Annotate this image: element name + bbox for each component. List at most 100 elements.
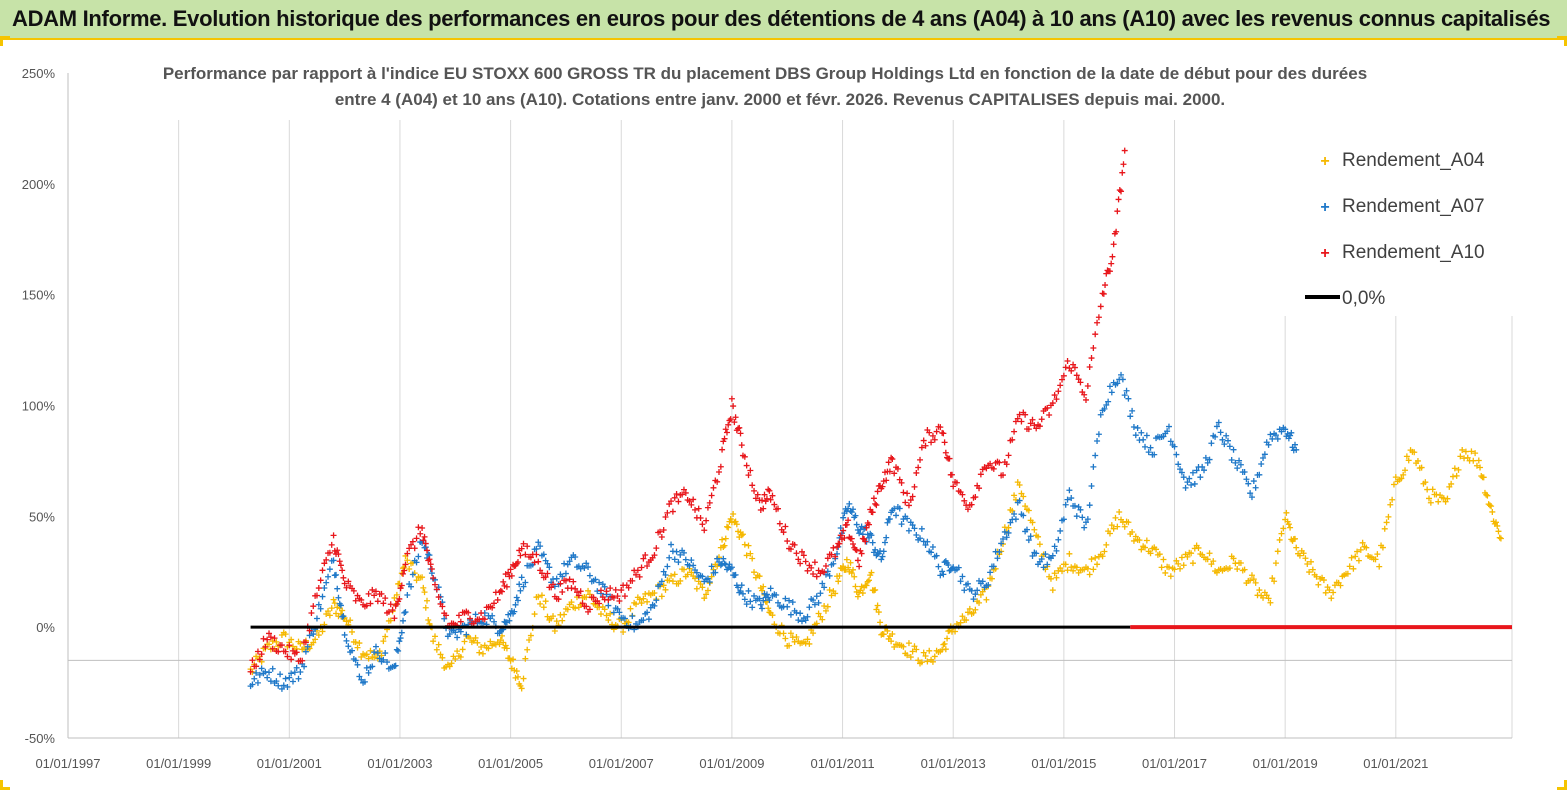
data-point xyxy=(1100,290,1107,297)
data-point xyxy=(1125,519,1132,526)
legend-label-zero: 0,0% xyxy=(1342,288,1385,309)
data-point xyxy=(339,607,346,614)
data-point xyxy=(548,584,555,591)
data-point xyxy=(733,521,740,528)
data-point xyxy=(1094,319,1101,326)
data-point xyxy=(586,572,593,579)
data-point xyxy=(277,671,284,678)
data-point xyxy=(851,573,858,580)
data-point xyxy=(1188,550,1195,557)
data-point xyxy=(710,484,717,491)
data-point xyxy=(922,541,929,548)
data-point xyxy=(708,573,715,580)
data-point xyxy=(605,596,612,603)
data-point xyxy=(511,608,518,615)
data-point xyxy=(1109,253,1116,260)
data-point xyxy=(1195,544,1202,551)
data-point xyxy=(1435,498,1442,505)
data-point xyxy=(503,645,510,652)
data-point xyxy=(304,643,311,650)
data-point xyxy=(760,583,767,590)
data-point xyxy=(1042,551,1049,558)
data-point xyxy=(760,597,767,604)
data-point xyxy=(459,646,466,653)
data-point xyxy=(400,570,407,577)
data-point xyxy=(830,560,837,567)
data-point xyxy=(1265,595,1272,602)
data-point xyxy=(605,602,612,609)
data-point xyxy=(926,429,933,436)
chart-title-line-2: entre 4 (A04) et 10 ans (A10). Cotations… xyxy=(335,90,1225,109)
data-point xyxy=(795,556,802,563)
data-point xyxy=(476,616,483,623)
data-point xyxy=(699,584,706,591)
data-point xyxy=(845,564,852,571)
data-point xyxy=(1116,187,1123,194)
data-point xyxy=(658,578,665,585)
data-point xyxy=(840,527,847,534)
data-point xyxy=(1188,481,1195,488)
data-point xyxy=(443,612,450,619)
data-point xyxy=(1090,566,1097,573)
frame-corner-bottom-right xyxy=(1557,780,1567,790)
data-point xyxy=(856,563,863,570)
data-point xyxy=(1031,526,1038,533)
data-point xyxy=(840,514,847,521)
data-point xyxy=(714,478,721,485)
data-point xyxy=(684,571,691,578)
x-tick-label: 01/01/2009 xyxy=(699,756,764,771)
data-point xyxy=(725,524,732,531)
data-point xyxy=(427,561,434,568)
data-point xyxy=(1464,454,1471,461)
data-point xyxy=(1302,555,1309,562)
data-point xyxy=(863,582,870,589)
data-point xyxy=(1097,411,1104,418)
data-point xyxy=(893,512,900,519)
data-point xyxy=(293,664,300,671)
data-point xyxy=(905,527,912,534)
data-point xyxy=(1057,527,1064,534)
data-point xyxy=(542,598,549,605)
data-point xyxy=(267,678,274,685)
data-point xyxy=(941,640,948,647)
data-point xyxy=(1337,582,1344,589)
data-point xyxy=(739,531,746,538)
data-point xyxy=(771,501,778,508)
data-point xyxy=(461,638,468,645)
data-point xyxy=(319,628,326,635)
data-point xyxy=(1282,426,1289,433)
data-point xyxy=(540,604,547,611)
data-point xyxy=(559,617,566,624)
data-point xyxy=(1292,535,1298,542)
data-point xyxy=(1165,564,1172,571)
data-point xyxy=(254,679,261,686)
data-point xyxy=(931,436,938,443)
data-point xyxy=(929,432,936,439)
data-point xyxy=(1177,565,1184,572)
series-rendement-a04 xyxy=(247,446,1504,692)
data-point xyxy=(939,568,946,575)
data-point xyxy=(789,599,796,606)
data-point xyxy=(715,559,722,566)
data-point xyxy=(454,634,461,641)
data-point xyxy=(1106,268,1113,275)
data-point xyxy=(369,586,376,593)
data-point xyxy=(987,460,994,467)
data-point xyxy=(562,577,569,584)
data-point xyxy=(512,601,519,608)
data-point xyxy=(1271,578,1278,585)
data-point xyxy=(476,649,483,656)
data-point xyxy=(853,547,860,554)
data-point xyxy=(1354,548,1361,555)
data-point xyxy=(846,500,853,507)
chart-title: Performance par rapport à l'indice EU ST… xyxy=(163,64,1367,109)
data-point xyxy=(1484,492,1491,499)
data-point xyxy=(301,644,308,651)
data-point xyxy=(937,572,944,579)
data-point xyxy=(1003,534,1010,541)
data-point xyxy=(1053,396,1060,403)
data-point xyxy=(815,599,822,606)
data-point xyxy=(620,628,627,635)
data-point xyxy=(940,430,947,437)
data-point xyxy=(1153,546,1160,553)
